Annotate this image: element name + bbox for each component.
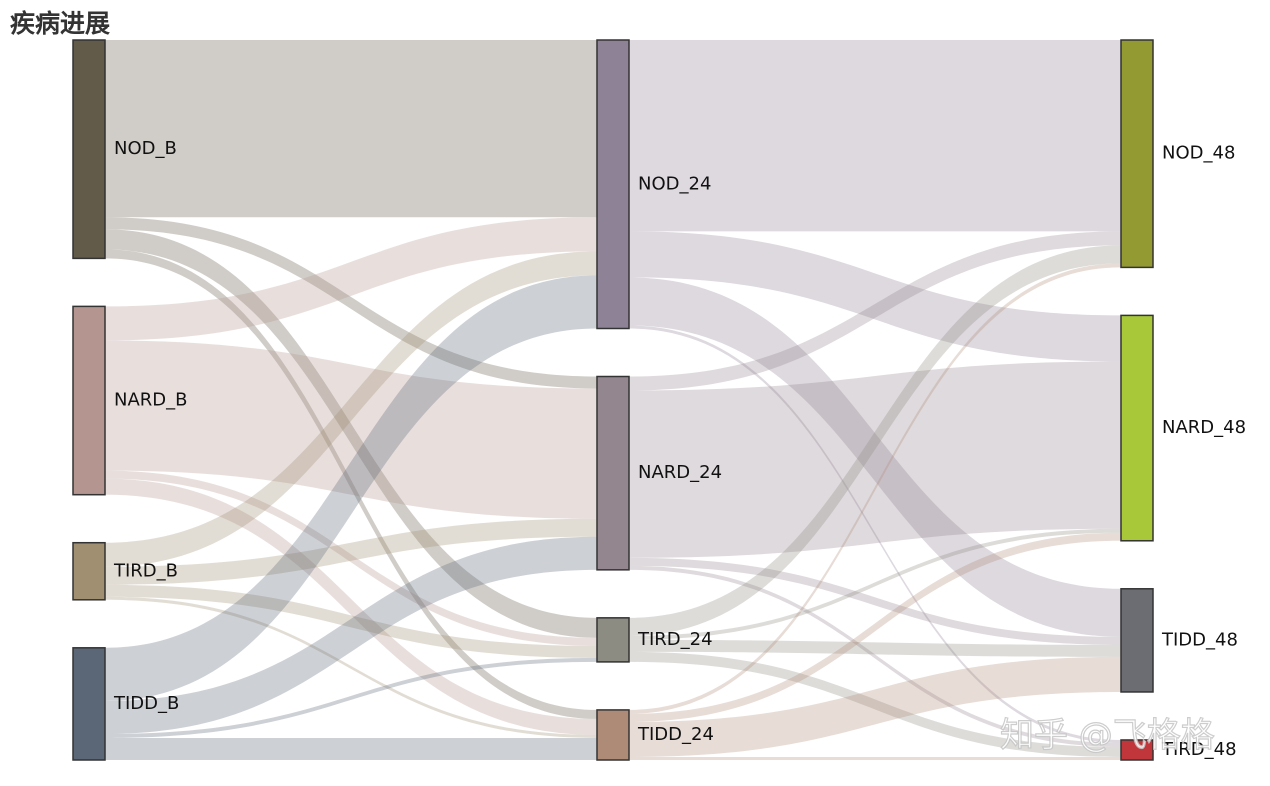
node-label: TIDD_24 [637,724,714,745]
link [105,340,597,519]
link [629,528,1121,640]
node [72,305,106,496]
link [629,263,1121,714]
node [1120,588,1154,693]
link [629,277,1121,637]
node [1120,739,1154,761]
link [105,229,597,638]
node [596,617,630,663]
nodes: NOD_B NARD_B TIRD_B TIDD_B NOD_24 NARD_24 TIRD… [72,39,1246,761]
link [629,565,1121,747]
link [105,737,597,760]
link [105,251,597,567]
link [629,40,1121,232]
link [105,596,597,738]
node [72,541,106,601]
node-label: NOD_B [114,138,177,159]
link [629,639,1121,657]
node [1120,314,1154,542]
link [105,584,597,658]
link [629,231,1121,391]
link [629,325,1121,743]
node [596,375,630,571]
chart-title: 疾病进展 [10,9,110,38]
node-label: NOD_48 [1162,143,1235,164]
link [629,532,1121,722]
node [1120,39,1154,269]
link [629,245,1121,636]
link [105,470,597,646]
node-label: TIRD_B [113,560,178,581]
link [105,40,597,218]
node-label: TIRD_48 [1161,739,1237,760]
node-label: NARD_24 [638,462,722,483]
link [105,536,597,734]
node-label: TIDD_48 [1161,629,1238,650]
link [105,217,597,341]
link [629,557,1121,645]
link [629,361,1121,558]
node-label: NOD_24 [638,173,711,194]
link [629,756,1121,760]
link [105,275,597,701]
node-label: NARD_48 [1162,417,1246,438]
node [72,647,106,761]
node [72,39,106,260]
node [596,39,630,330]
link [629,231,1121,362]
link [105,478,597,735]
watermark: 知乎 @飞格格 [1000,716,1215,756]
link [629,656,1121,757]
node [596,709,630,761]
links [105,40,1121,760]
node-label: TIRD_24 [637,629,713,650]
link [629,651,1121,757]
link [105,249,597,719]
link [105,217,597,389]
link [105,518,597,585]
node-label: TIDD_B [113,693,179,714]
link [105,657,597,738]
node-label: NARD_B [114,390,188,411]
